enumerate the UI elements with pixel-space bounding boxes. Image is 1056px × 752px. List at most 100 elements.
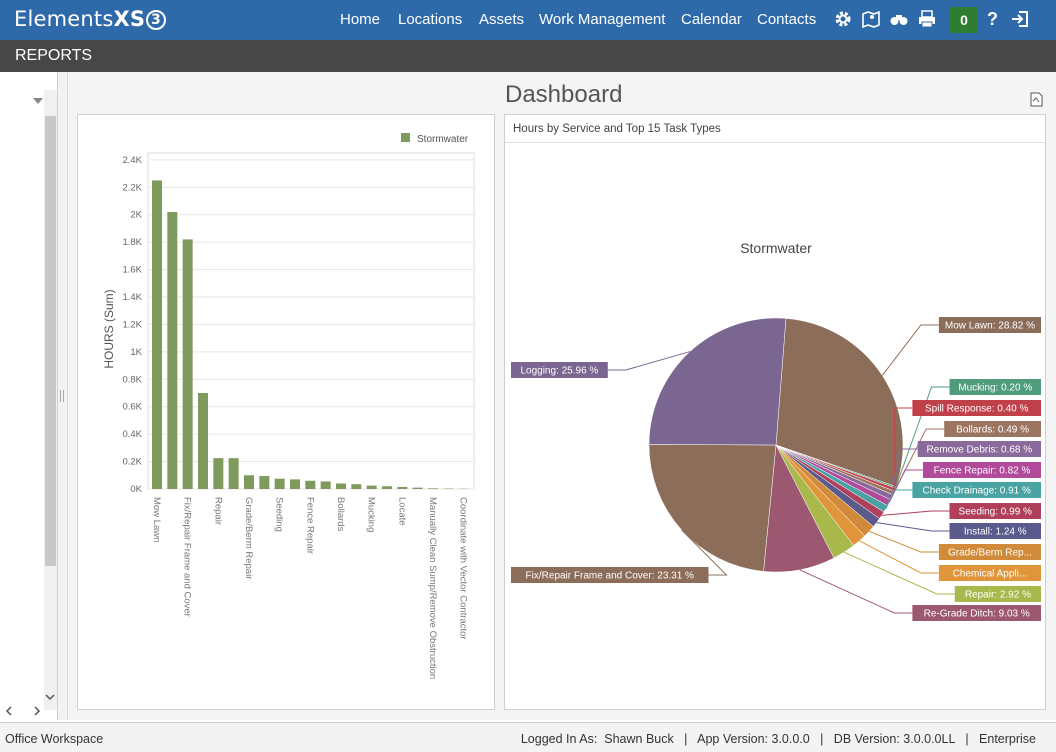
pie-slice	[648, 317, 787, 446]
printer-icon[interactable]	[917, 9, 937, 29]
app-logo[interactable]: ElementsXS 3	[14, 5, 171, 35]
chevron-down-icon[interactable]	[33, 97, 43, 105]
section-title: REPORTS	[15, 47, 93, 64]
splitter-handle[interactable]	[60, 390, 64, 402]
bar-chart-panel: Stormwater HOURS (Sum) 0K 0.2K 0.4K 0.6K 0.8…	[77, 114, 495, 710]
pie-leader-line	[607, 351, 691, 371]
x-tick-label: Locate	[396, 497, 407, 526]
pie-leader-line	[891, 448, 918, 498]
scroll-down-icon[interactable]	[45, 692, 55, 702]
gear-icon[interactable]	[833, 9, 853, 29]
pie-label: Bollards: 0.49 %	[956, 425, 1029, 436]
sidebar-panel	[0, 72, 58, 720]
page-title: Dashboard	[505, 81, 623, 108]
pie-leader-line	[868, 530, 939, 553]
pie-label-box	[949, 379, 1041, 395]
pie-leader-line	[681, 529, 728, 576]
chart-legend: Stormwater	[401, 133, 469, 145]
logout-icon[interactable]	[1010, 9, 1030, 29]
bar	[382, 486, 392, 489]
pie-label-box	[912, 482, 1041, 498]
pie-leader-line	[859, 540, 939, 574]
export-pdf-icon[interactable]	[1030, 92, 1043, 107]
pie-label-box	[917, 441, 1041, 457]
pie-label-box	[912, 400, 1041, 416]
bar	[412, 487, 423, 489]
pie-label-box	[511, 362, 608, 378]
nav-work-management[interactable]: Work Management	[539, 11, 666, 28]
y-tick-label: 0.6K	[122, 402, 142, 413]
pie-label-box	[949, 503, 1041, 519]
nav-home[interactable]: Home	[340, 11, 381, 28]
pie-label: Check Drainage: 0.91 %	[922, 486, 1031, 497]
nav-locations[interactable]: Locations	[398, 11, 463, 28]
pie-leader-line	[895, 386, 950, 488]
y-axis-label: HOURS (Sum)	[102, 289, 116, 368]
pie-leader-line	[881, 510, 950, 516]
pie-label: Chemical Appli...	[953, 569, 1027, 580]
y-tick-label: 0.2K	[122, 457, 142, 468]
x-tick-label: Mucking	[366, 497, 377, 532]
scroll-right-icon[interactable]	[32, 706, 42, 716]
pie-slice	[775, 318, 904, 487]
x-tick-label: Mow Lawn	[151, 497, 162, 542]
workspace-label: Office Workspace	[5, 732, 104, 746]
bar	[351, 484, 362, 489]
legend-swatch	[401, 133, 410, 142]
x-tick-label: Manually Clean Sump/Remove Obstruction	[427, 497, 438, 679]
bar	[305, 480, 316, 489]
pie-label-box	[938, 317, 1041, 333]
bar	[198, 393, 208, 489]
pie-slice	[648, 444, 777, 572]
y-tick-label: 0.8K	[122, 374, 142, 385]
pie-label: Install: 1.24 %	[964, 527, 1027, 538]
x-tick-label: Coordinate with Vector Contractor	[458, 497, 469, 640]
pie-label-box	[912, 605, 1041, 621]
session-info: Logged In As: Shawn Buck | App Version: …	[520, 732, 1036, 746]
scroll-left-icon[interactable]	[4, 706, 14, 716]
bar	[428, 488, 438, 489]
panel-header-divider	[505, 142, 1045, 143]
pie-label: Fence Repair: 0.82 %	[934, 466, 1031, 477]
pie-label: Logging: 25.96 %	[520, 366, 598, 377]
notification-badge[interactable]: 0	[950, 7, 978, 33]
pie-label: Mucking: 0.20 %	[958, 383, 1032, 394]
sidebar-scrollbar-thumb[interactable]	[45, 116, 56, 566]
pie-label: Remove Debris: 0.68 %	[927, 445, 1033, 456]
pie-leader-line	[881, 324, 939, 376]
map-icon[interactable]	[861, 9, 881, 29]
nav-assets[interactable]: Assets	[479, 11, 525, 28]
pie-label-box	[949, 523, 1041, 539]
y-tick-label: 1.4K	[122, 292, 142, 303]
y-tick-label: 2K	[130, 210, 142, 221]
bar	[274, 478, 285, 489]
logo-text: Elements	[14, 7, 114, 31]
pie-label-box	[923, 462, 1041, 478]
pie-panel-header: Hours by Service and Top 15 Task Types	[513, 123, 721, 135]
bar	[182, 239, 193, 489]
top-navigation-bar: ElementsXS 3 Home Locations Assets Work M…	[0, 0, 1056, 40]
x-tick-label: Fence Repair	[304, 497, 315, 554]
pie-chart-panel: Hours by Service and Top 15 Task Types S…	[504, 114, 1046, 710]
plot-area	[147, 152, 475, 490]
nav-contacts[interactable]: Contacts	[757, 11, 817, 28]
bar	[152, 180, 162, 489]
bar	[244, 475, 254, 489]
binoculars-icon[interactable]	[889, 9, 909, 29]
pie-label: Fix/Repair Frame and Cover: 23.31 %	[526, 571, 695, 582]
bar-chart: Stormwater HOURS (Sum) 0K 0.2K 0.4K 0.6K 0.8…	[102, 133, 475, 679]
bar	[213, 458, 224, 489]
pie-label-box	[938, 565, 1041, 581]
pie-label: Seeding: 0.99 %	[959, 507, 1032, 518]
help-icon[interactable]: ?	[987, 9, 998, 29]
nav-calendar[interactable]: Calendar	[681, 11, 742, 28]
y-tick-label: 1.8K	[122, 237, 142, 248]
y-tick-label: 1.2K	[122, 319, 142, 330]
pie-leader-line	[799, 569, 913, 614]
sidebar	[0, 72, 68, 720]
bar	[290, 479, 300, 489]
pie-leader-line	[893, 407, 913, 490]
pie-chart: Stormwater Mow Lawn: 28.82 % Mucking: 0.2…	[511, 240, 1041, 621]
x-tick-label: Grade/Berm Repair	[243, 497, 254, 579]
y-tick-label: 1.6K	[122, 265, 142, 276]
